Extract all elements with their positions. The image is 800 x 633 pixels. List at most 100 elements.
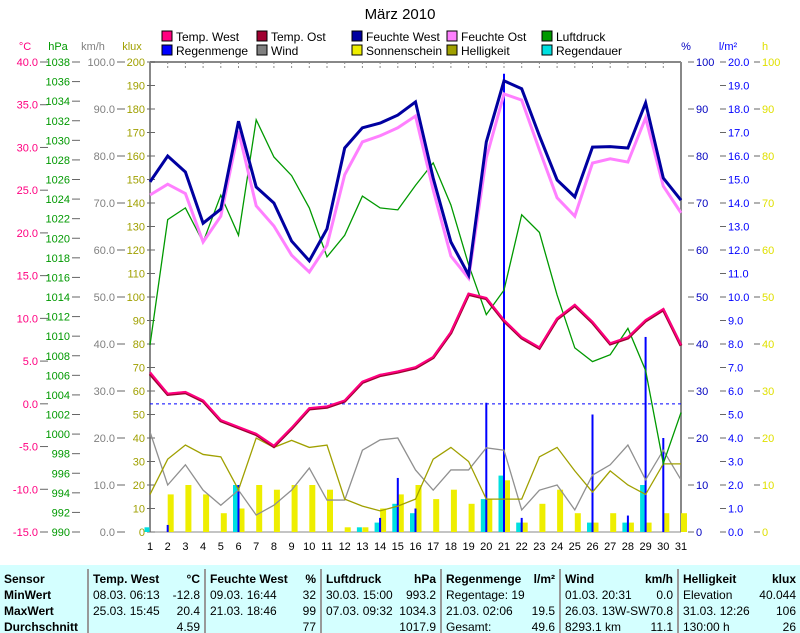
table-cell: 70.8 xyxy=(649,604,673,618)
bar-sonnenschein xyxy=(450,489,457,532)
table-cell: 1017.9 xyxy=(399,620,436,633)
legend-label: Temp. Ost xyxy=(271,30,326,44)
bar-sonnenschein xyxy=(592,522,599,532)
bar-regendauer xyxy=(392,503,398,532)
table-cell: 20.4 xyxy=(176,604,200,618)
tick-label-kmh: 10.0 xyxy=(94,480,115,492)
x-tick-label: 22 xyxy=(516,541,528,553)
table-cell: 30.03. 15:00 xyxy=(326,588,393,602)
legend-label: Wind xyxy=(271,44,298,58)
table-column: Luftdruck hPa 30.03. 15:00 993.2 07.03. 09:3… xyxy=(320,569,440,633)
tick-label-pct: 100 xyxy=(696,57,714,69)
tick-label-hpa: 1004 xyxy=(46,390,70,402)
table-cell: 08.03. 06:13 xyxy=(93,588,160,602)
tick-label-kmh: 0.0 xyxy=(100,527,115,539)
tick-label-temp: 25.0 xyxy=(17,185,38,197)
tick-label-rain: 20.0 xyxy=(728,57,749,69)
bar-sonnenschein xyxy=(610,513,617,532)
tick-label-kmh: 50.0 xyxy=(94,292,115,304)
tick-label-klux: 50 xyxy=(133,410,145,422)
tick-label-hpa: 1022 xyxy=(46,214,70,226)
bar-sonnenschein xyxy=(380,508,387,532)
tick-label-rain: 19.0 xyxy=(728,81,749,93)
tick-label-hpa: 990 xyxy=(52,527,70,539)
x-tick-label: 30 xyxy=(657,541,669,553)
bar-sonnenschein xyxy=(663,513,670,532)
tick-label-klux: 30 xyxy=(133,457,145,469)
tick-label-rain: 1.0 xyxy=(728,504,743,516)
tick-label-klux: 90 xyxy=(133,316,145,328)
line-feuchte-west xyxy=(148,78,683,280)
tick-label-klux: 40 xyxy=(133,433,145,445)
table-cell: 106 xyxy=(775,604,796,618)
bar-regendauer xyxy=(374,522,380,532)
tick-label-hpa: 998 xyxy=(52,449,70,461)
bar-regenmenge xyxy=(626,515,629,532)
tick-label-rain: 15.0 xyxy=(728,175,749,187)
tick-label-pct: 10 xyxy=(696,480,708,492)
table-cell: 09.03. 16:44 xyxy=(210,588,277,602)
legend-label: Feuchte Ost xyxy=(461,30,527,44)
table-cell: 993.2 xyxy=(405,588,436,602)
legend-label: Luftdruck xyxy=(556,30,606,44)
table-cell: 07.03. 09:32 xyxy=(326,604,393,618)
tick-label-klux: 150 xyxy=(127,175,145,187)
table-header: Feuchte West xyxy=(210,572,288,586)
tick-label-klux: 130 xyxy=(127,222,145,234)
table-cell: 11.1 xyxy=(650,620,673,633)
bar-regenmenge xyxy=(644,336,647,532)
x-tick-label: 20 xyxy=(480,541,492,553)
table-header: Wind xyxy=(565,572,595,586)
x-tick-label: 23 xyxy=(533,541,545,553)
x-tick-label: 9 xyxy=(289,541,295,553)
table-cell: 49.6 xyxy=(531,620,555,633)
tick-label-hpa: 994 xyxy=(52,488,70,500)
tick-label-hours: 90 xyxy=(762,104,774,116)
legend-label: Temp. West xyxy=(176,30,240,44)
bar-sonnenschein xyxy=(433,499,440,532)
bar-sonnenschein xyxy=(645,522,652,532)
tick-label-hpa: 1002 xyxy=(46,410,70,422)
x-tick-label: 6 xyxy=(235,541,241,553)
table-cell: 19.5 xyxy=(531,604,555,618)
tick-label-pct: 60 xyxy=(696,245,708,257)
x-tick-label: 14 xyxy=(374,541,386,553)
table-cell: 0.0 xyxy=(656,588,673,602)
tick-label-temp: 35.0 xyxy=(17,100,38,112)
x-tick-label: 21 xyxy=(498,541,510,553)
tick-label-hpa: 1012 xyxy=(46,312,70,324)
tick-label-temp: -5.0 xyxy=(19,442,38,454)
x-tick-label: 19 xyxy=(462,541,474,553)
tick-label-hpa: 1032 xyxy=(46,116,70,128)
table-header: MaxWert xyxy=(4,604,54,618)
bar-sonnenschein xyxy=(309,485,316,532)
table-cell: 01.03. 20:31 xyxy=(565,588,632,602)
tick-label-rain: 14.0 xyxy=(728,198,749,210)
bar-regenmenge xyxy=(414,508,417,532)
tick-label-pct: 50 xyxy=(696,292,708,304)
tick-label-rain: 12.0 xyxy=(728,245,749,257)
table-header: Durchschnitt xyxy=(4,620,79,633)
table-header: km/h xyxy=(644,572,673,586)
axis-label-rain: l/m² xyxy=(719,41,738,53)
axis-label-kmh: km/h xyxy=(81,41,105,53)
x-tick-label: 27 xyxy=(604,541,616,553)
bar-sonnenschein xyxy=(521,522,528,532)
x-tick-label: 29 xyxy=(639,541,651,553)
x-tick-label: 7 xyxy=(253,541,259,553)
legend-swatch xyxy=(541,44,553,56)
x-tick-label: 2 xyxy=(165,541,171,553)
legend-swatch xyxy=(256,44,268,56)
bar-sonnenschein xyxy=(397,494,404,532)
x-tick-label: 8 xyxy=(271,541,277,553)
bar-sonnenschein xyxy=(256,485,263,532)
tick-label-rain: 18.0 xyxy=(728,104,749,116)
tick-label-hpa: 992 xyxy=(52,507,70,519)
x-tick-label: 24 xyxy=(551,541,563,553)
tick-label-hpa: 1036 xyxy=(46,77,70,89)
line-helligkeit xyxy=(149,437,681,512)
table-header: MinWert xyxy=(4,588,52,602)
tick-label-klux: 70 xyxy=(133,363,145,375)
table-column: Regenmenge l/m² Regentage: 19 21.03. 02:06 1… xyxy=(440,569,559,633)
bar-sonnenschein xyxy=(681,513,687,532)
